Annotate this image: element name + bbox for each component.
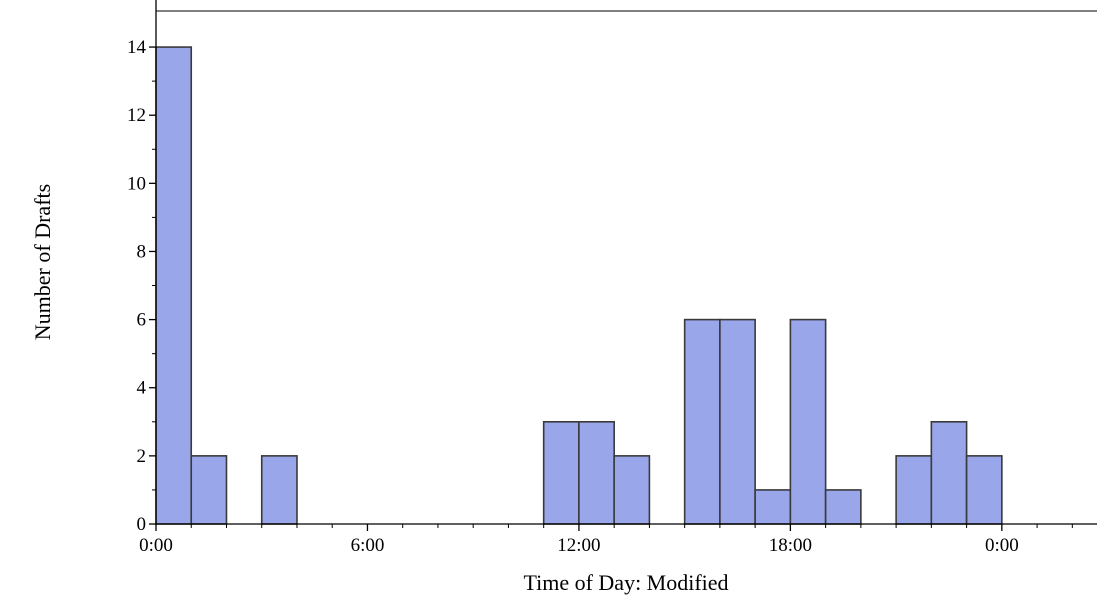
- histogram-bar: [542, 420, 580, 525]
- y-axis-title: Number of Drafts: [30, 184, 55, 340]
- histogram-bar: [613, 455, 651, 525]
- x-tick-label: 18:00: [769, 535, 812, 556]
- histogram-bar: [824, 489, 862, 525]
- y-tick-label: 4: [137, 378, 147, 399]
- y-tick-label: 12: [127, 105, 146, 126]
- histogram-bar: [578, 420, 615, 525]
- histogram-bar: [754, 489, 792, 525]
- histogram-bar: [155, 46, 193, 525]
- histogram-bar: [190, 455, 228, 525]
- y-tick-label: 6: [137, 310, 147, 331]
- histogram-bar: [719, 318, 756, 525]
- y-ticks-layer: 0 2 4 6 8 10 12 14: [127, 37, 156, 535]
- y-tick-label: 0: [137, 514, 147, 535]
- x-tick-label: 6:00: [351, 535, 385, 556]
- histogram-bar: [965, 455, 1003, 525]
- y-tick-label: 2: [137, 446, 147, 467]
- x-axis-title: Time of Day: Modified: [523, 570, 728, 595]
- histogram-bar: [683, 318, 721, 525]
- y-tick-label: 14: [127, 37, 147, 58]
- histogram-bar: [260, 455, 298, 525]
- histogram-bar: [789, 318, 827, 525]
- bars-layer: [155, 46, 1003, 525]
- x-tick-label: 0:00: [985, 535, 1019, 556]
- histogram-bar: [930, 420, 968, 525]
- y-tick-label: 8: [137, 241, 147, 262]
- histogram-bar: [895, 455, 933, 525]
- y-tick-label: 10: [127, 173, 146, 194]
- x-tick-label: 12:00: [557, 535, 600, 556]
- axes-layer: [155, 0, 1097, 525]
- x-ticks-layer: 0:00 6:00 12:00 18:00 0:00: [139, 524, 1073, 556]
- x-tick-label: 0:00: [139, 535, 173, 556]
